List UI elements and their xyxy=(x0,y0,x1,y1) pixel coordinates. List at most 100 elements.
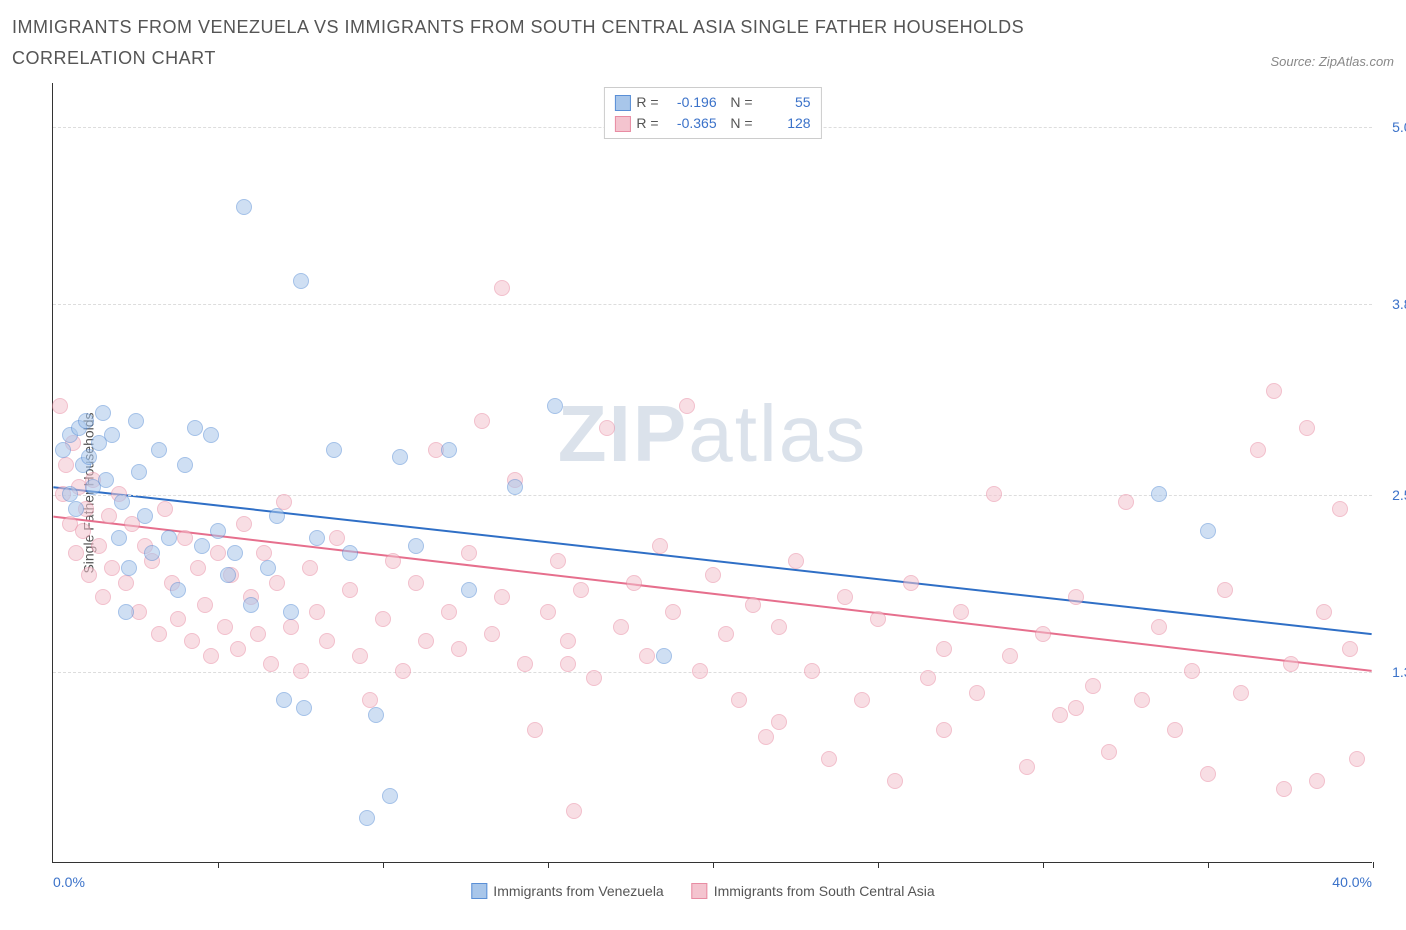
legend-item-sca: Immigrants from South Central Asia xyxy=(692,883,935,899)
data-point xyxy=(771,714,787,730)
data-point xyxy=(118,604,134,620)
x-tick-mark xyxy=(1208,862,1209,868)
data-point xyxy=(1217,582,1233,598)
data-point xyxy=(936,722,952,738)
data-point xyxy=(137,508,153,524)
data-point xyxy=(550,553,566,569)
x-tick-mark xyxy=(878,862,879,868)
data-point xyxy=(309,604,325,620)
data-point xyxy=(296,700,312,716)
data-point xyxy=(441,442,457,458)
data-point xyxy=(187,420,203,436)
data-point xyxy=(731,692,747,708)
data-point xyxy=(118,575,134,591)
data-point xyxy=(1250,442,1266,458)
data-point xyxy=(494,280,510,296)
y-tick-label: 2.5% xyxy=(1392,487,1406,503)
data-point xyxy=(507,479,523,495)
legend-label-sca: Immigrants from South Central Asia xyxy=(714,883,935,899)
data-point xyxy=(821,751,837,767)
data-point xyxy=(718,626,734,642)
data-point xyxy=(903,575,919,591)
data-point xyxy=(547,398,563,414)
data-point xyxy=(560,656,576,672)
n-value-venezuela: 55 xyxy=(759,92,811,113)
data-point xyxy=(190,560,206,576)
data-point xyxy=(395,663,411,679)
data-point xyxy=(157,501,173,517)
data-point xyxy=(1349,751,1365,767)
x-tick-mark xyxy=(713,862,714,868)
data-point xyxy=(236,516,252,532)
data-point xyxy=(986,486,1002,502)
data-point xyxy=(705,567,721,583)
data-point xyxy=(1342,641,1358,657)
data-point xyxy=(121,560,137,576)
data-point xyxy=(151,626,167,642)
x-axis-min: 0.0% xyxy=(53,874,85,890)
data-point xyxy=(362,692,378,708)
data-point xyxy=(236,199,252,215)
data-point xyxy=(1151,619,1167,635)
y-tick-label: 3.8% xyxy=(1392,296,1406,312)
data-point xyxy=(573,582,589,598)
data-point xyxy=(177,457,193,473)
data-point xyxy=(1299,420,1315,436)
data-point xyxy=(936,641,952,657)
data-point xyxy=(408,575,424,591)
r-value-venezuela: -0.196 xyxy=(665,92,717,113)
data-point xyxy=(128,413,144,429)
chart-title: IMMIGRANTS FROM VENEZUELA VS IMMIGRANTS … xyxy=(12,12,1112,73)
data-point xyxy=(220,567,236,583)
data-point xyxy=(104,427,120,443)
data-point xyxy=(283,604,299,620)
data-point xyxy=(263,656,279,672)
data-point xyxy=(494,589,510,605)
r-label: R = xyxy=(636,92,658,113)
data-point xyxy=(1068,700,1084,716)
y-tick-label: 1.3% xyxy=(1392,664,1406,680)
data-point xyxy=(626,575,642,591)
data-point xyxy=(1283,656,1299,672)
legend-label-venezuela: Immigrants from Venezuela xyxy=(493,883,663,899)
gridline xyxy=(53,672,1372,673)
r-value-sca: -0.365 xyxy=(665,113,717,134)
data-point xyxy=(854,692,870,708)
data-point xyxy=(771,619,787,635)
data-point xyxy=(101,508,117,524)
data-point xyxy=(81,449,97,465)
data-point xyxy=(111,530,127,546)
data-point xyxy=(441,604,457,620)
data-point xyxy=(474,413,490,429)
data-point xyxy=(613,619,629,635)
legend-item-venezuela: Immigrants from Venezuela xyxy=(471,883,663,899)
data-point xyxy=(55,442,71,458)
data-point xyxy=(78,413,94,429)
data-point xyxy=(95,589,111,605)
chart-header: IMMIGRANTS FROM VENEZUELA VS IMMIGRANTS … xyxy=(12,12,1394,73)
data-point xyxy=(68,545,84,561)
data-point xyxy=(418,633,434,649)
watermark-light: atlas xyxy=(688,389,867,478)
data-point xyxy=(382,788,398,804)
data-point xyxy=(656,648,672,664)
data-point xyxy=(342,582,358,598)
data-point xyxy=(326,442,342,458)
data-point xyxy=(368,707,384,723)
stats-legend: R = -0.196 N = 55 R = -0.365 N = 128 xyxy=(603,87,821,139)
data-point xyxy=(1151,486,1167,502)
data-point xyxy=(392,449,408,465)
data-point xyxy=(804,663,820,679)
data-point xyxy=(560,633,576,649)
data-point xyxy=(269,575,285,591)
data-point xyxy=(1276,781,1292,797)
data-point xyxy=(161,530,177,546)
data-point xyxy=(451,641,467,657)
swatch-venezuela xyxy=(471,883,487,899)
data-point xyxy=(586,670,602,686)
data-point xyxy=(1316,604,1332,620)
data-point xyxy=(1085,678,1101,694)
data-point xyxy=(1068,589,1084,605)
swatch-sca xyxy=(692,883,708,899)
data-point xyxy=(540,604,556,620)
